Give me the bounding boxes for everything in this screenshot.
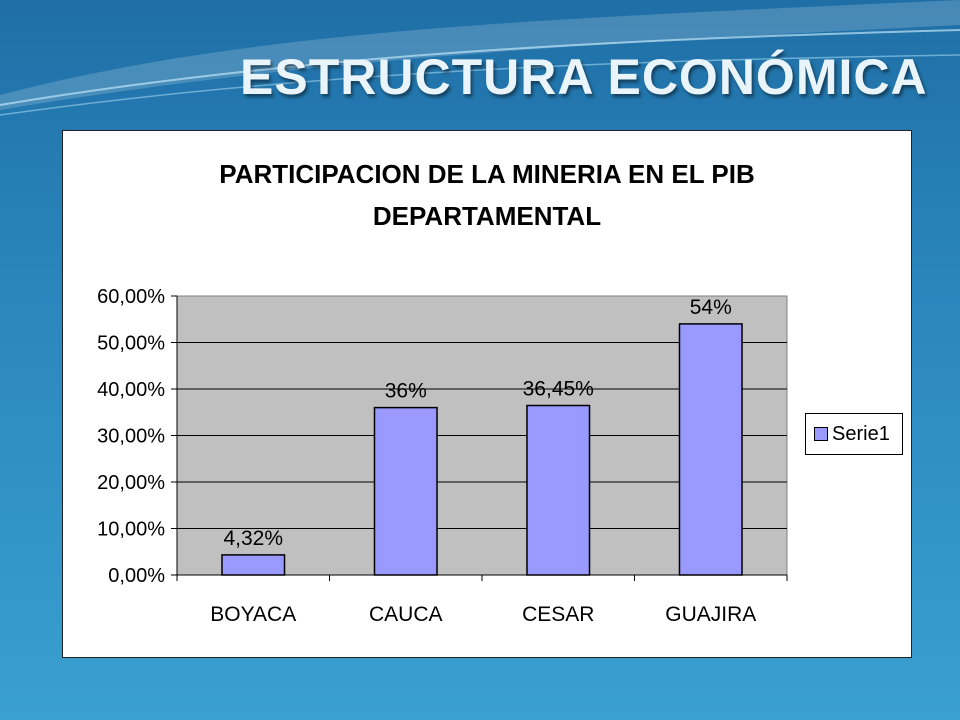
y-tick-label: 0,00% <box>108 565 165 587</box>
chart-frame: PARTICIPACION DE LA MINERIA EN EL PIB DE… <box>62 130 912 658</box>
bar-boyaca <box>221 554 286 576</box>
background-swoosh <box>0 0 960 116</box>
x-tick-label: CESAR <box>522 603 594 626</box>
legend-swatch <box>814 427 828 441</box>
y-tick-label: 50,00% <box>97 333 165 355</box>
y-tick-label: 30,00% <box>97 426 165 448</box>
y-tick-label: 40,00% <box>97 379 165 401</box>
bar-cesar <box>526 404 591 576</box>
data-label: 36,45% <box>523 378 594 401</box>
legend-label: Serie1 <box>832 422 890 445</box>
x-tick-label: GUAJIRA <box>665 603 756 626</box>
legend: Serie1 <box>805 413 903 455</box>
data-label: 4,32% <box>223 527 283 550</box>
chart-title: PARTICIPACION DE LA MINERIA EN EL PIB DE… <box>63 153 911 237</box>
bar-chart: 0,00% 10,00% 20,00% 30,00% 40,00% 50,00% 60,00… <box>97 286 788 626</box>
data-label: 54% <box>690 296 732 319</box>
slide-title: ESTRUCTURA ECONÓMICA <box>240 49 928 105</box>
chart-title-line-1: PARTICIPACION DE LA MINERIA EN EL PIB <box>219 159 755 189</box>
y-tick-label: 20,00% <box>97 472 165 494</box>
data-label: 36% <box>385 380 427 403</box>
x-tick-label: CAUCA <box>369 603 443 626</box>
chart-title-line-2: DEPARTAMENTAL <box>372 201 602 231</box>
bar-guajira <box>678 323 743 576</box>
x-tick-label: BOYACA <box>210 603 296 626</box>
y-tick-label: 10,00% <box>97 519 165 541</box>
bar-cauca <box>373 406 438 576</box>
y-tick-label: 60,00% <box>97 286 165 308</box>
